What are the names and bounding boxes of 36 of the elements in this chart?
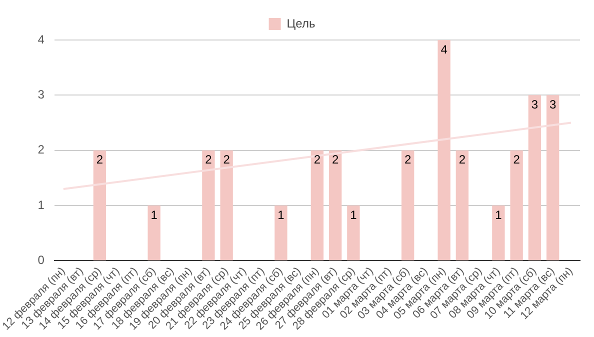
data-label: 2: [458, 152, 466, 167]
bar: [148, 206, 160, 260]
bar: [93, 150, 106, 260]
data-label: 2: [404, 152, 412, 167]
bar: [347, 206, 360, 260]
data-label: 1: [495, 208, 502, 222]
legend-label: Цель: [286, 16, 316, 30]
bar: [328, 150, 342, 260]
bar: [274, 206, 288, 260]
y-tick-label: 2: [38, 142, 45, 157]
bar: [202, 150, 215, 260]
data-label: 3: [549, 98, 556, 112]
data-label: 2: [314, 152, 321, 167]
data-label: 4: [440, 42, 448, 56]
data-label: 1: [350, 208, 358, 222]
data-label: 2: [513, 152, 520, 167]
data-label: 2: [205, 152, 212, 167]
bar: [220, 150, 233, 260]
bar: [528, 95, 542, 260]
bar: [401, 150, 414, 260]
y-tick-label: 0: [38, 253, 45, 268]
bar: [456, 150, 469, 260]
bar: [310, 150, 324, 260]
y-tick-label: 1: [38, 198, 45, 212]
data-label: 2: [332, 152, 339, 167]
data-label: 2: [223, 152, 230, 167]
data-label: 3: [531, 98, 538, 112]
bar: [510, 150, 523, 260]
bar: [492, 206, 505, 260]
data-label: 2: [96, 152, 104, 167]
data-label: 1: [150, 208, 158, 222]
y-tick-label: 4: [38, 32, 45, 46]
y-tick-label: 3: [38, 88, 45, 102]
bar: [438, 40, 450, 260]
bar: [546, 95, 560, 260]
data-label: 1: [278, 208, 285, 222]
